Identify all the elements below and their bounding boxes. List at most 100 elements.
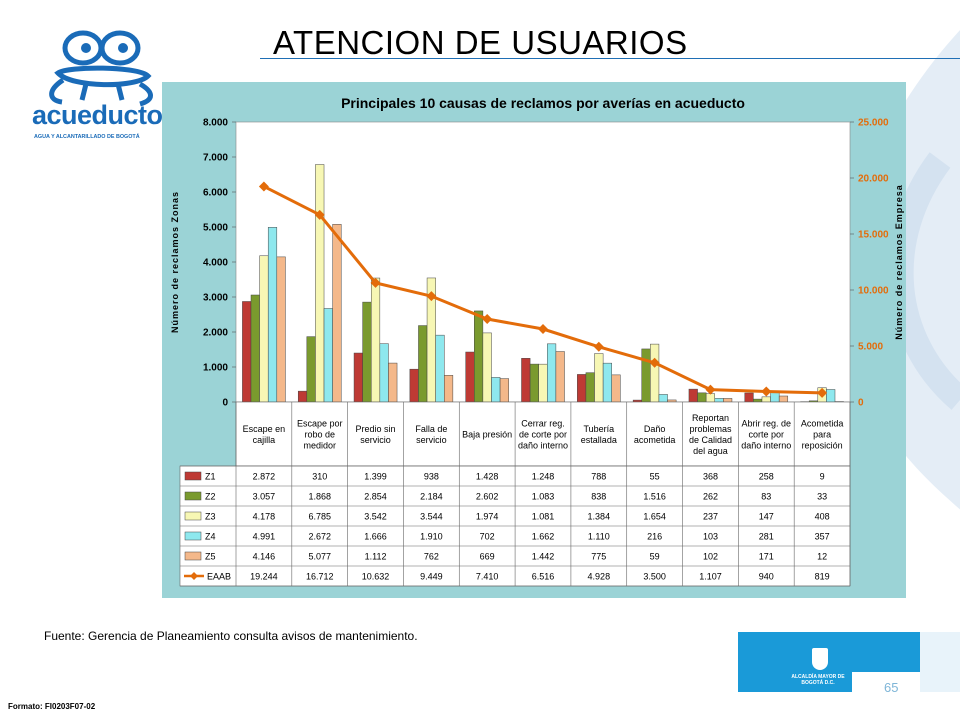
table-value: 10.632 — [362, 572, 390, 582]
point-eaab — [538, 324, 548, 335]
bar-z4 — [547, 343, 557, 403]
bar-z3 — [315, 164, 325, 403]
bar-z5 — [667, 399, 677, 403]
bar-z2 — [250, 294, 260, 403]
table-value: 775 — [591, 552, 606, 562]
table-value: 940 — [759, 572, 774, 582]
y-axis-label: Número de reclamos Zonas — [170, 191, 180, 333]
table-value: 19.244 — [250, 572, 278, 582]
bar-z3 — [370, 277, 381, 403]
header-divider — [260, 58, 960, 59]
bar-z3 — [594, 353, 604, 403]
table-value: 147 — [759, 512, 774, 522]
category-label: Cerrar reg. — [521, 419, 565, 429]
table-value: 1.868 — [308, 492, 331, 502]
bar-z5 — [388, 362, 398, 403]
y-tick-label: 3.000 — [203, 293, 228, 304]
category-label: daño interno — [741, 441, 791, 451]
table-value: 1.428 — [476, 472, 499, 482]
y2-axis-label: Número de reclamos Empresa — [894, 184, 904, 340]
y-tick-label: 1.000 — [203, 363, 228, 374]
table-value: 12 — [817, 552, 827, 562]
table-value: 310 — [312, 472, 327, 482]
table-value: 1.974 — [476, 512, 499, 522]
category-label: Escape en — [243, 424, 286, 434]
table-value: 1.399 — [364, 472, 387, 482]
point-eaab — [314, 209, 325, 220]
table-value: 4.146 — [253, 552, 276, 562]
category-label: de Calidad — [689, 435, 732, 445]
source-note: Fuente: Gerencia de Planeamiento consult… — [44, 629, 418, 643]
point-eaab — [817, 387, 828, 398]
bar-z4 — [323, 308, 333, 403]
y-tick-label: 4.000 — [203, 258, 228, 269]
table-value: 2.602 — [476, 492, 499, 502]
table-value: 762 — [424, 552, 439, 562]
category-label: daño interno — [518, 441, 568, 451]
table-value: 55 — [650, 472, 660, 482]
bar-z4 — [658, 394, 668, 403]
table-value: 216 — [647, 532, 662, 542]
bar-z5 — [444, 375, 454, 403]
legend-key-z2 — [184, 491, 202, 501]
legend-key-eaab-marker — [190, 572, 198, 580]
table-value: 6.516 — [532, 572, 555, 582]
category-label: cajilla — [253, 435, 276, 445]
table-value: 9.449 — [420, 572, 443, 582]
bar-z4 — [435, 334, 445, 403]
y-tick-label: 8.000 — [203, 118, 228, 129]
bar-z4 — [602, 362, 612, 403]
table-value: 2.184 — [420, 492, 443, 502]
y-tick-label: 0 — [222, 398, 228, 409]
bar-z1 — [577, 374, 587, 403]
category-label: Escape por — [297, 419, 343, 429]
category-label: medidor — [303, 441, 336, 451]
table-value: 262 — [703, 492, 718, 502]
table-value: 1.662 — [532, 532, 555, 542]
table-value: 3.500 — [643, 572, 666, 582]
legend-entry: Z4 — [205, 532, 216, 542]
category-label: del agua — [693, 446, 728, 456]
table-value: 1.107 — [699, 572, 722, 582]
y2-tick-label: 5.000 — [858, 342, 883, 353]
chart: Principales 10 causas de reclamos por av… — [170, 95, 904, 587]
category-label: Reportan — [692, 413, 729, 423]
table-value: 4.928 — [588, 572, 611, 582]
bar-z2 — [474, 310, 484, 403]
y2-tick-label: 20.000 — [858, 174, 889, 185]
point-eaab — [649, 357, 660, 368]
bar-z1 — [521, 358, 531, 403]
frog-logo-icon — [49, 30, 153, 107]
y2-tick-label: 25.000 — [858, 118, 889, 129]
legend-key-z5 — [184, 551, 202, 561]
bar-z3 — [650, 343, 660, 403]
category-label: Tubería — [583, 424, 614, 434]
point-eaab — [593, 341, 604, 352]
logo-wordmark: acueducto — [32, 100, 163, 130]
bogota-banner-right — [852, 632, 922, 672]
table-value: 3.057 — [253, 492, 276, 502]
bar-z4 — [267, 227, 278, 403]
bar-z2 — [753, 398, 763, 403]
table-value: 102 — [703, 552, 718, 562]
bogota-shield-icon — [812, 648, 828, 670]
table-value: 669 — [480, 552, 495, 562]
category-label: estallada — [581, 435, 617, 445]
bar-z2 — [418, 325, 428, 403]
point-eaab — [370, 277, 381, 288]
bar-z2 — [362, 301, 372, 403]
table-value: 408 — [815, 512, 830, 522]
table-value: 59 — [650, 552, 660, 562]
table-value: 1.083 — [532, 492, 555, 502]
table-value: 3.542 — [364, 512, 387, 522]
legend-key-z3 — [184, 511, 202, 521]
table-value: 237 — [703, 512, 718, 522]
bar-z5 — [611, 374, 621, 403]
legend-key-z1 — [184, 471, 202, 481]
table-value: 171 — [759, 552, 774, 562]
table-value: 83 — [761, 492, 771, 502]
bar-z1 — [744, 392, 754, 403]
bar-z3 — [761, 396, 771, 403]
legend-entry: EAAB — [207, 572, 231, 582]
bogota-label: ALCALDÍA MAYOR DE BOGOTÁ D.C. — [791, 674, 845, 686]
